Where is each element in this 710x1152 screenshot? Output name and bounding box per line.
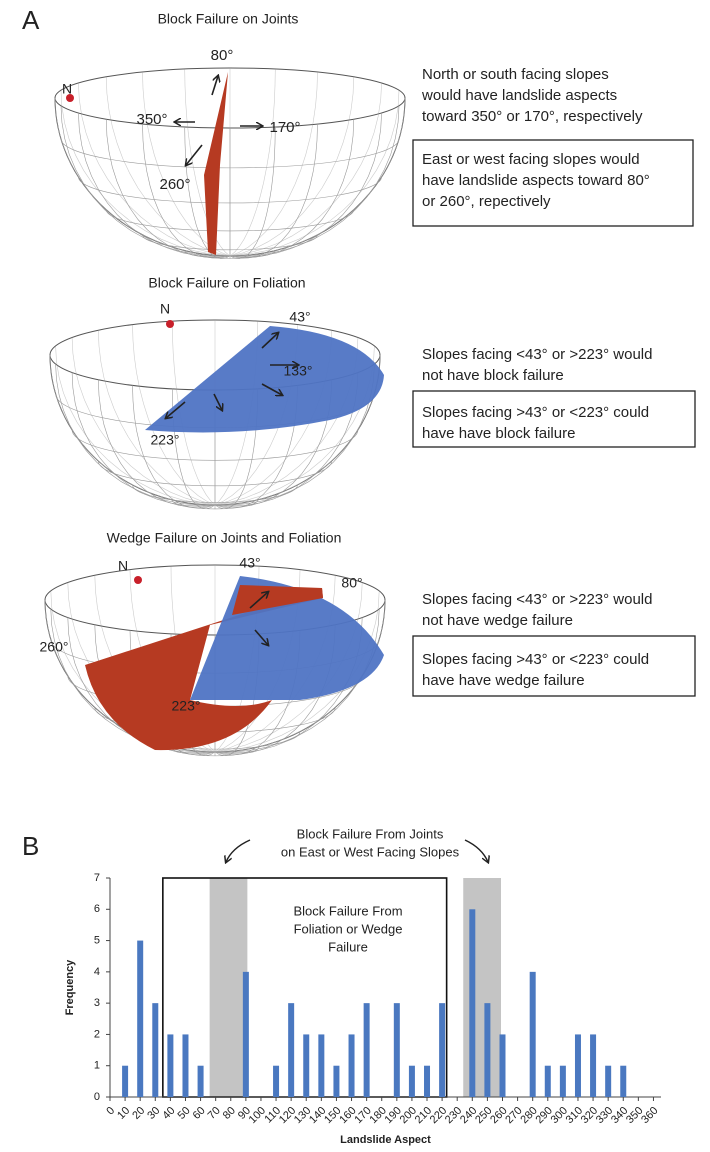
bar xyxy=(469,909,475,1097)
bar xyxy=(394,1003,400,1097)
note-line: Slopes facing <43° or >223° would xyxy=(422,346,653,363)
bar xyxy=(545,1066,551,1097)
note-line: have have block failure xyxy=(422,425,575,442)
bar xyxy=(318,1034,324,1097)
bar xyxy=(273,1066,279,1097)
angle-label: 260° xyxy=(159,176,190,193)
bar xyxy=(499,1034,505,1097)
bar xyxy=(182,1034,188,1097)
bar xyxy=(484,1003,490,1097)
bar xyxy=(364,1003,370,1097)
bar xyxy=(243,972,249,1097)
x-axis-label: Landslide Aspect xyxy=(340,1134,431,1146)
note-line: or 260°, repectively xyxy=(422,193,551,210)
bar xyxy=(349,1034,355,1097)
panel-label: A xyxy=(22,5,40,35)
diagram-title: Block Failure on Joints xyxy=(158,11,299,27)
y-tick-label: 6 xyxy=(94,903,100,915)
bar xyxy=(439,1003,445,1097)
note-line: toward 350° or 170°, respectively xyxy=(422,108,643,125)
bar xyxy=(198,1066,204,1097)
angle-label: 133° xyxy=(284,363,313,379)
bar xyxy=(409,1066,415,1097)
diagram-title: Block Failure on Foliation xyxy=(148,275,305,291)
bar xyxy=(152,1003,158,1097)
note-line: have landslide aspects toward 80° xyxy=(422,172,650,189)
y-tick-label: 4 xyxy=(94,966,100,978)
foliation-plane xyxy=(145,326,384,432)
shaded-range xyxy=(210,878,248,1097)
figure: A Block Failure on Joints N 80° 350° 170… xyxy=(0,0,710,1152)
hemisphere xyxy=(55,68,405,259)
bar xyxy=(288,1003,294,1097)
bar xyxy=(122,1066,128,1097)
x-tick-label: 360 xyxy=(639,1105,660,1126)
bar xyxy=(560,1066,566,1097)
y-axis-label: Frequency xyxy=(64,959,76,1016)
angle-label: 80° xyxy=(211,47,234,64)
angle-label: 350° xyxy=(136,111,167,128)
angle-label: 260° xyxy=(40,639,69,655)
meridian xyxy=(230,77,354,256)
north-label: N xyxy=(160,301,170,317)
note-line: not have block failure xyxy=(422,367,564,384)
annotation: Foliation or Wedge xyxy=(294,921,403,936)
notes: North or south facing slopes would have l… xyxy=(421,66,653,689)
annotation: Block Failure From Joints xyxy=(297,826,444,841)
angle-label: 223° xyxy=(172,698,201,714)
y-tick-label: 2 xyxy=(94,1028,100,1040)
bar xyxy=(605,1066,611,1097)
meridian xyxy=(230,98,405,256)
bar xyxy=(167,1034,173,1097)
meridian xyxy=(230,119,354,257)
joint-plane xyxy=(204,72,228,255)
annotation: Block Failure From xyxy=(293,903,402,918)
meridian xyxy=(230,127,275,259)
note-line: North or south facing slopes xyxy=(422,66,609,83)
angle-label: 223° xyxy=(151,432,180,448)
note-line: not have wedge failure xyxy=(422,612,573,629)
annotation: Failure xyxy=(328,939,368,954)
bar xyxy=(620,1066,626,1097)
bar xyxy=(333,1066,339,1097)
annotation: on East or West Facing Slopes xyxy=(281,844,460,859)
note-line: Slopes facing >43° or <223° could xyxy=(422,404,649,421)
bar xyxy=(137,941,143,1097)
bar xyxy=(303,1034,309,1097)
y-tick-label: 3 xyxy=(94,997,100,1009)
meridian xyxy=(230,106,399,256)
bar xyxy=(424,1066,430,1097)
chart: 0123456701020304050607080901001101201301… xyxy=(64,826,661,1145)
y-tick-label: 5 xyxy=(94,934,100,946)
angle-label: 80° xyxy=(341,575,362,591)
angle-label: 170° xyxy=(269,119,300,136)
y-tick-label: 0 xyxy=(94,1091,100,1103)
bar xyxy=(530,972,536,1097)
angle-label: 43° xyxy=(239,555,260,571)
note-line: Slopes facing <43° or >223° would xyxy=(422,591,653,608)
panel-label: B xyxy=(22,831,39,861)
note-line: would have landslide aspects xyxy=(421,87,617,104)
x-tick-label: 0 xyxy=(104,1105,117,1118)
north-label: N xyxy=(118,558,128,574)
meridian xyxy=(230,113,382,257)
bar xyxy=(590,1034,596,1097)
bar xyxy=(575,1034,581,1097)
north-label: N xyxy=(62,81,72,97)
y-tick-label: 1 xyxy=(94,1060,100,1072)
meridian xyxy=(230,83,382,256)
note-line: Slopes facing >43° or <223° could xyxy=(422,651,649,668)
angle-label: 43° xyxy=(289,309,310,325)
shaded-range xyxy=(463,878,501,1097)
note-line: East or west facing slopes would xyxy=(422,151,640,168)
note-line: have have wedge failure xyxy=(422,672,585,689)
y-tick-label: 7 xyxy=(94,872,100,884)
diagram-title: Wedge Failure on Joints and Foliation xyxy=(107,530,342,546)
